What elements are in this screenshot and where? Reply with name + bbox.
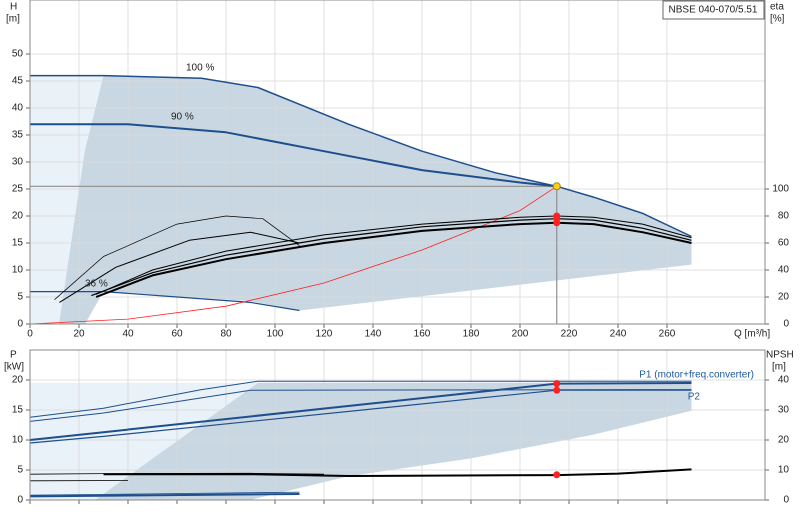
title-box (662, 0, 765, 20)
y-unit: [m] (6, 14, 20, 25)
x-tick-label: 100 (267, 329, 284, 340)
y-tick-label: 25 (12, 184, 24, 195)
y-tick-label: 35 (12, 130, 24, 141)
y-tick-label: 20 (12, 375, 24, 386)
x-tick-label: 240 (610, 329, 627, 340)
point (553, 380, 561, 388)
curve (29, 493, 300, 498)
y-tick-label: 10 (12, 265, 24, 276)
shade-light (30, 75, 104, 324)
curve (29, 389, 692, 422)
y-tick-label: 15 (12, 238, 24, 249)
curve (59, 231, 300, 303)
x-tick-label: 80 (220, 329, 232, 340)
y2-unit: [m] (772, 362, 786, 373)
y-tick-label: 5 (17, 465, 23, 476)
y-tick-label: 0 (17, 495, 23, 506)
y2-tick-label: 30 (778, 405, 790, 416)
x-tick-label: 160 (414, 329, 431, 340)
x-tick-label: 40 (122, 329, 134, 340)
curve (30, 123, 557, 188)
y2-tick-label: 80 (778, 211, 790, 222)
y-tick-label: 5 (17, 292, 23, 303)
series-label: 100 % (186, 63, 214, 74)
curve (30, 74, 692, 238)
point (553, 219, 561, 227)
lower-plot (29, 350, 765, 501)
upper-plot (29, 0, 765, 325)
y2-tick-label: 0 (783, 319, 789, 330)
y2-unit: [%] (770, 14, 785, 25)
y-tick-label: 10 (12, 435, 24, 446)
plot-frame (29, 0, 766, 325)
y-tick-label: 20 (12, 211, 24, 222)
y-tick-label: 15 (12, 405, 24, 416)
x-tick-label: 140 (365, 329, 382, 340)
shade-area (95, 382, 692, 500)
curve (91, 218, 692, 297)
x-tick-label: 120 (316, 329, 333, 340)
series-label: P2 (688, 392, 701, 403)
y-tick-label: 50 (12, 49, 24, 60)
y-label: P (10, 350, 17, 361)
y2-tick-label: 100 (772, 184, 789, 195)
curve (29, 389, 692, 444)
y2-tick-label: 20 (778, 292, 790, 303)
curve (95, 221, 692, 298)
curve (54, 215, 300, 300)
y2-tick-label: 40 (778, 375, 790, 386)
x-tick-label: 0 (27, 329, 33, 340)
y-tick-label: 0 (17, 319, 23, 330)
x-tick-label: 200 (512, 329, 529, 340)
y2-tick-label: 10 (778, 465, 790, 476)
curve (29, 472, 325, 475)
y2-tick-label: 20 (778, 435, 790, 446)
y-label: H (10, 2, 17, 13)
series-label: 90 % (171, 112, 194, 123)
curve (29, 382, 692, 441)
x-tick-label: 220 (561, 329, 578, 340)
y-unit: [kW] (4, 362, 24, 373)
series-label: 36 % (85, 279, 108, 290)
curve (29, 491, 300, 496)
chart-title: NBSE 040-070/5.51 (669, 5, 758, 16)
y2-tick-label: 60 (778, 238, 790, 249)
point (553, 386, 561, 394)
curve (29, 380, 692, 418)
point (553, 471, 561, 479)
curve (103, 468, 692, 477)
x-tick-label: 180 (463, 329, 480, 340)
y2-label: NPSH (766, 350, 794, 361)
x-label: Q [m³/h] (734, 329, 770, 340)
y2-label: eta (770, 2, 784, 13)
y2-tick-label: 0 (783, 495, 789, 506)
x-tick-label: 260 (659, 329, 676, 340)
x-tick-label: 60 (171, 329, 183, 340)
curve (30, 291, 300, 312)
plot-frame (29, 349, 766, 501)
y2-tick-label: 40 (778, 265, 790, 276)
y-tick-label: 40 (12, 103, 24, 114)
y-tick-label: 45 (12, 76, 24, 87)
x-tick-label: 20 (73, 329, 85, 340)
series-label: P1 (motor+freq.converter) (639, 370, 754, 381)
point (552, 182, 561, 191)
y-tick-label: 30 (12, 157, 24, 168)
curve (29, 185, 558, 325)
curve (95, 215, 692, 295)
shade-light (30, 382, 258, 500)
